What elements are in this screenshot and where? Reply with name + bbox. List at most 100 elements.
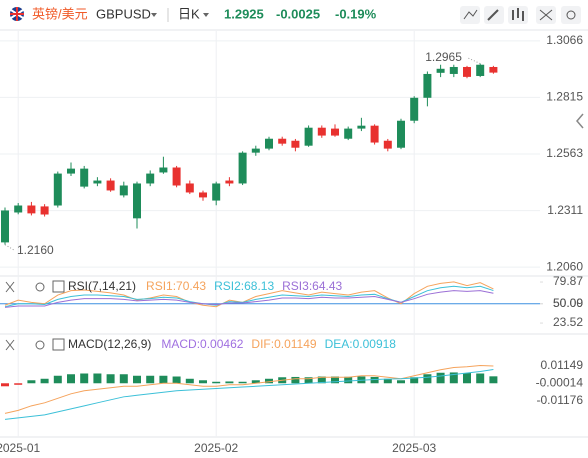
- histogram-bar: [449, 372, 458, 384]
- candle-body: [436, 68, 445, 73]
- candle-body: [80, 168, 89, 187]
- y-tick-label: 23.52: [553, 315, 583, 329]
- histogram-bar: [225, 381, 234, 384]
- indicator-title: MACD(12,26,9): [68, 337, 151, 351]
- change-pct: -0.19%: [335, 6, 377, 21]
- candle-body: [397, 120, 405, 148]
- candle-body: [476, 64, 485, 76]
- histogram-bar: [27, 380, 36, 384]
- candle-body: [93, 180, 102, 184]
- settings-icon: [566, 10, 576, 20]
- candle-body: [159, 167, 168, 173]
- annotation-label: 1.2965: [425, 50, 462, 64]
- histogram-bar: [370, 376, 379, 384]
- candle-body: [14, 205, 23, 213]
- hide-icon[interactable]: [5, 281, 15, 293]
- candle-body: [133, 183, 141, 219]
- y-tick-label: 1.2563: [546, 146, 583, 160]
- histogram-bar: [317, 376, 326, 384]
- annotation-label: 1.2160: [17, 243, 54, 257]
- type-icon: [512, 8, 524, 21]
- candle-body: [463, 66, 471, 77]
- indicator-button[interactable]: [460, 6, 480, 24]
- candle-body: [370, 125, 379, 143]
- candle-body: [1, 210, 9, 243]
- histogram-bar: [14, 383, 23, 385]
- draw-icon: [487, 9, 499, 21]
- histogram-bar: [251, 380, 260, 384]
- histogram-bar: [133, 375, 141, 384]
- candle-body: [212, 183, 221, 201]
- legend-entry: MACD:0.00462: [161, 337, 243, 351]
- candle-body: [106, 180, 115, 191]
- candle-body: [172, 167, 181, 186]
- histogram-bar: [40, 378, 49, 384]
- indicator-line: [4, 290, 494, 308]
- y-tick-label: 50.09: [553, 296, 583, 310]
- settings-icon[interactable]: [35, 282, 45, 292]
- candle-body: [357, 125, 366, 129]
- legend-entry: RSI2:68.13: [214, 279, 274, 293]
- candle-body: [225, 180, 234, 184]
- histogram-bar: [344, 376, 353, 384]
- candle-body: [199, 192, 207, 198]
- histogram-bar: [265, 378, 273, 384]
- histogram-bar: [106, 374, 115, 384]
- candle-body: [185, 183, 194, 193]
- candle-body: [489, 66, 498, 73]
- indicator-title: RSI(7,14,21): [68, 279, 136, 293]
- histogram-bar: [172, 376, 181, 384]
- flag-icon: [10, 7, 24, 21]
- y-tick-label: 1.2815: [546, 90, 583, 104]
- dropdown-icon[interactable]: [203, 13, 209, 17]
- candle-body: [291, 140, 300, 148]
- indicator-icon: [463, 9, 478, 20]
- collapse-arrow[interactable]: [576, 113, 584, 129]
- dropdown-icon[interactable]: [151, 13, 157, 17]
- indicator-line: [4, 365, 494, 414]
- settings-icon[interactable]: [35, 340, 45, 350]
- candle-body: [67, 168, 75, 174]
- histogram-bar: [397, 380, 405, 384]
- legend-entry: DIF:0.01149: [251, 337, 316, 351]
- x-tick-label: 2025-02: [194, 441, 238, 455]
- candle-body: [251, 148, 260, 153]
- histogram-bar: [291, 376, 300, 384]
- histogram-bar: [80, 373, 89, 384]
- candle-body: [331, 128, 339, 136]
- candle-body: [53, 173, 62, 206]
- indicator-icon[interactable]: [52, 280, 65, 293]
- annotation-leader: [4, 244, 16, 252]
- y-tick-label: 50.00: [553, 296, 583, 310]
- histogram-bar: [1, 383, 9, 387]
- histogram-bar: [331, 376, 339, 384]
- histogram-bar: [383, 378, 392, 384]
- y-tick-label: 1.2060: [546, 259, 583, 273]
- period[interactable]: 日K: [178, 6, 200, 21]
- header: 英镑/美元 GBPUSD 日K 1.2925 -0.0025 -0.19%: [0, 6, 588, 31]
- settings-button[interactable]: [561, 6, 581, 24]
- candle-body: [27, 205, 36, 214]
- candle-body: [449, 66, 458, 74]
- price: 1.2925: [224, 6, 264, 21]
- hide-icon[interactable]: [5, 339, 15, 351]
- histogram-bar: [423, 374, 432, 384]
- histogram-bar: [185, 378, 194, 384]
- indicator-line: [4, 281, 494, 308]
- legend-entry: DEA:0.00918: [325, 337, 397, 351]
- indicator-line: [4, 285, 494, 308]
- symbol[interactable]: GBPUSD: [96, 6, 151, 21]
- fullscreen-icon: [539, 9, 553, 21]
- pair-name[interactable]: 英镑/美元: [32, 6, 88, 21]
- candle-body: [410, 97, 419, 121]
- y-tick-label: 0.01149: [541, 358, 584, 372]
- histogram-bar: [53, 375, 62, 384]
- indicator-icon[interactable]: [52, 338, 65, 351]
- candle-body: [317, 127, 326, 136]
- annotation-leader: [466, 57, 481, 65]
- x-tick-label: 2025-03: [392, 441, 436, 455]
- candle-body: [344, 128, 353, 139]
- candle-body: [238, 152, 247, 184]
